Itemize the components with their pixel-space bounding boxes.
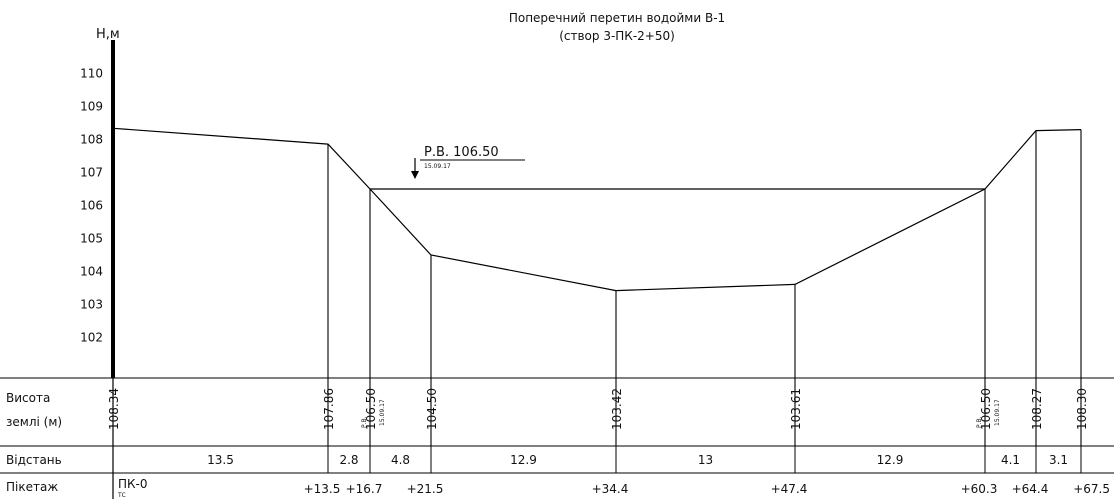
axis-tick-label: 104	[80, 265, 103, 279]
drawing-title: Поперечний перетин водойми В-1	[509, 11, 725, 25]
distance-value: 3.1	[1049, 453, 1068, 467]
picket-value: +16.7	[346, 482, 383, 496]
water-mark-label: Р.В.	[361, 416, 368, 428]
height-value: 103.61	[789, 388, 803, 430]
picket-sub-value: ТС	[117, 492, 126, 499]
picket-value: +67.5	[1073, 482, 1110, 496]
axis-tick-labels: 110 109 108 107 106 105 104 103 102	[80, 67, 103, 345]
distance-value: 13.5	[207, 453, 234, 467]
height-value: 104.50	[425, 388, 439, 430]
axis-tick-label: 103	[80, 298, 103, 312]
distance-value: 13	[698, 453, 713, 467]
height-value: 108.27	[1030, 388, 1044, 430]
height-value: 106.50	[979, 388, 993, 430]
ground-profile-line	[112, 127, 1082, 292]
picket-value: +47.4	[771, 482, 808, 496]
water-level-date: 15.09.17	[424, 163, 451, 170]
axis-tick-label: 102	[80, 331, 103, 345]
station-verticals	[112, 129, 1082, 499]
height-value: 106.50	[364, 388, 378, 430]
axis-tick-label: 108	[80, 133, 103, 147]
marker-arrow	[411, 171, 419, 179]
water-level-label: Р.В. 106.50	[424, 145, 499, 160]
distance-value: 12.9	[877, 453, 904, 467]
distance-value: 2.8	[339, 453, 358, 467]
height-values: 108.34 107.86 106.50Р.В. 15.09.17 104.50 103.…	[107, 388, 1089, 430]
row-label-distance: Відстань	[6, 453, 62, 467]
picket-value: +13.5	[304, 482, 341, 496]
axis-tick-label: 110	[80, 67, 103, 81]
axis-tick-label: 105	[80, 232, 103, 246]
drawing-subtitle: (створ 3-ПК-2+50)	[559, 29, 675, 43]
axis-tick-label: 107	[80, 166, 103, 180]
height-value: 107.86	[322, 388, 336, 430]
water-mark-date: 15.09.17	[379, 399, 386, 426]
picket-value: +60.3	[961, 482, 998, 496]
picket-value: +34.4	[592, 482, 629, 496]
data-table-grid	[0, 377, 1114, 474]
distance-values: 13.5 2.8 4.8 12.9 13 12.9 4.1 3.1	[207, 453, 1068, 467]
axis-label: Н,м	[96, 27, 120, 42]
height-value: 108.30	[1075, 388, 1089, 430]
water-mark-label: Р.В.	[976, 416, 983, 428]
axis-tick-label: 106	[80, 199, 103, 213]
row-label-height-line1: Висота	[6, 391, 50, 405]
axis-tick-label: 109	[80, 100, 103, 114]
water-mark-date: 15.09.17	[994, 399, 1001, 426]
row-label-picket: Пікетаж	[6, 480, 58, 494]
distance-value: 12.9	[510, 453, 537, 467]
distance-value: 4.1	[1001, 453, 1020, 467]
picket-value: +21.5	[407, 482, 444, 496]
height-value: 108.34	[107, 388, 121, 430]
picket-value: +64.4	[1012, 482, 1049, 496]
height-value: 103.42	[610, 388, 624, 430]
picket-values: ПК-0ТС +13.5 +16.7 +21.5 +34.4 +47.4 +60.3 +64.…	[117, 477, 1110, 499]
row-label-height-line2: землі (м)	[6, 415, 62, 429]
water-level-marker: Р.В. 106.50 15.09.17	[411, 145, 525, 179]
picket-value: ПК-0	[118, 477, 148, 491]
distance-value: 4.8	[391, 453, 410, 467]
